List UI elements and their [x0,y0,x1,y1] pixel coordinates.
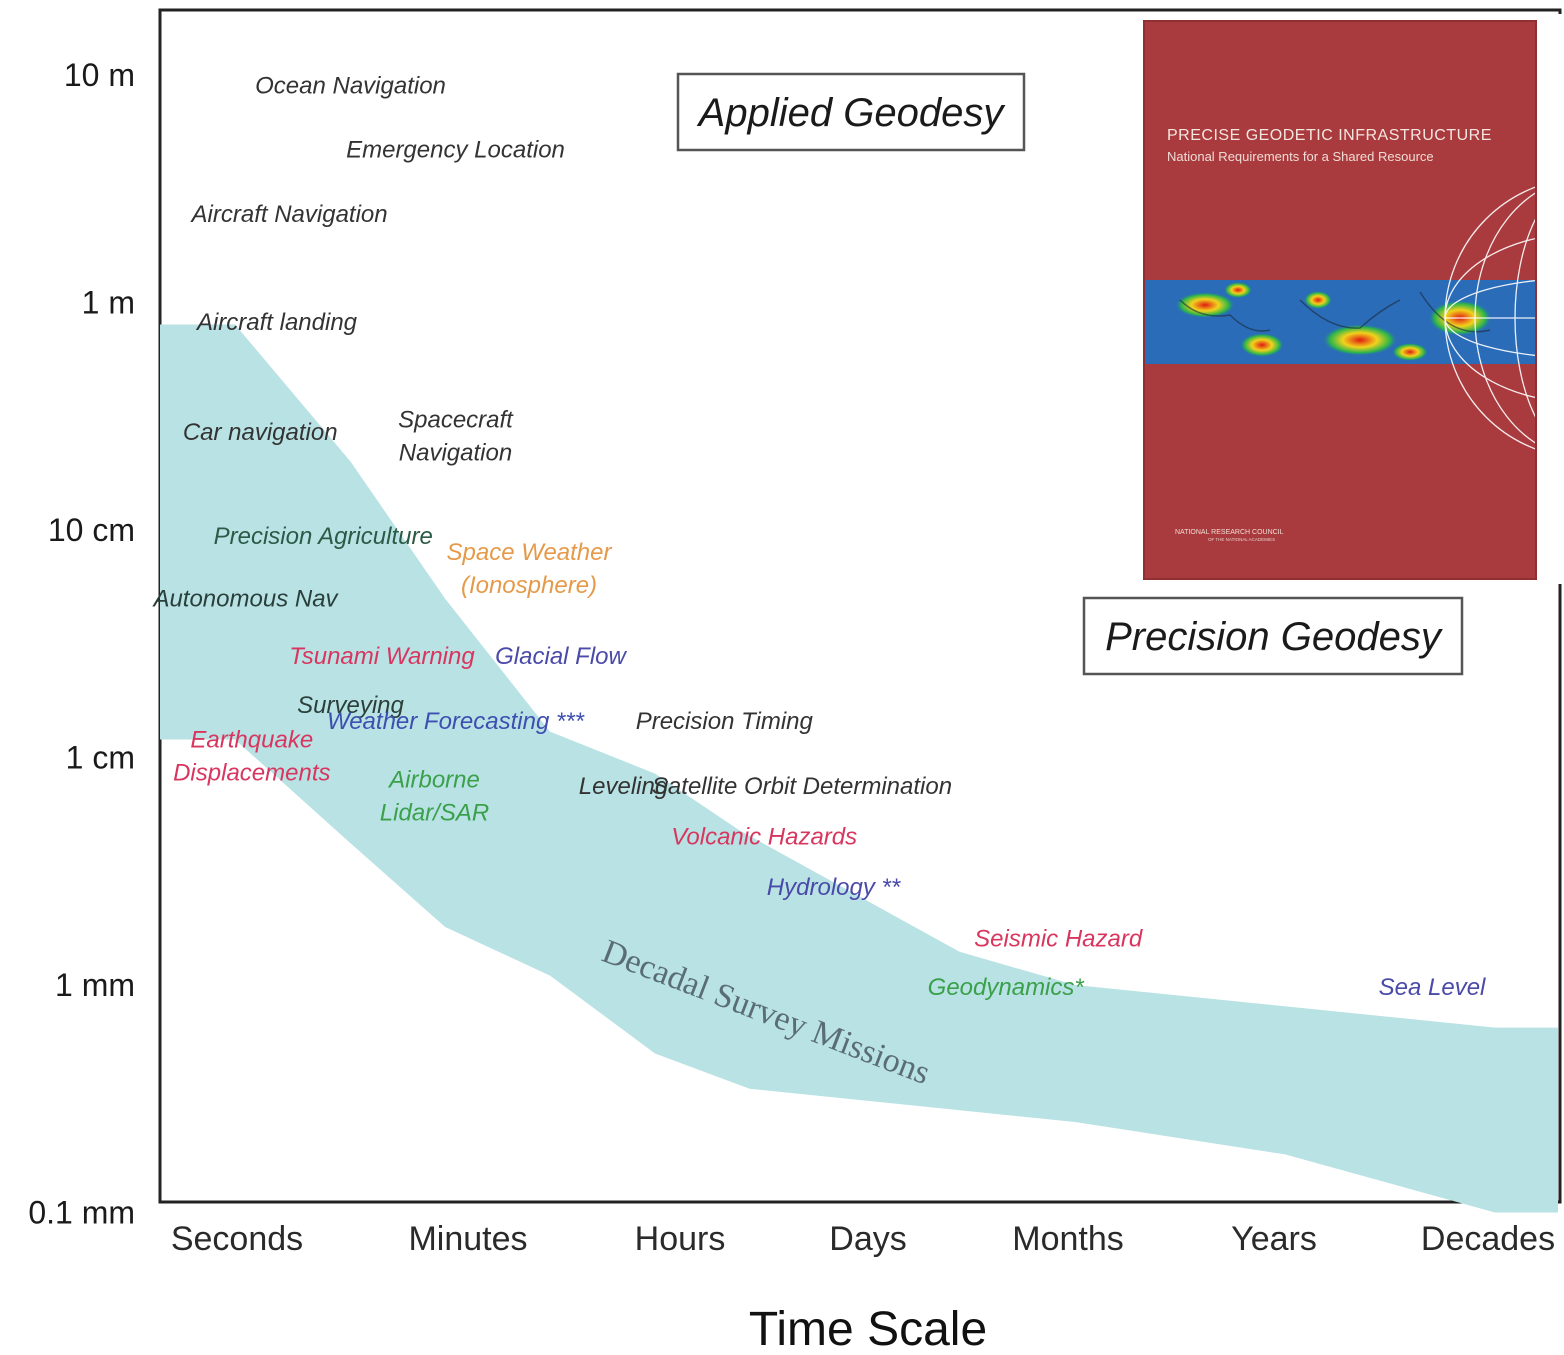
globe-graphic [1444,186,1535,450]
applied-geodesy-box: Applied Geodesy [676,72,1026,152]
application-label: Spacecraft Navigation [398,407,514,467]
application-label: Autonomous Nav [151,586,339,613]
precision-geodesy-box: Precision Geodesy [1082,596,1464,676]
cover-publisher: NATIONAL RESEARCH COUNCIL [1175,529,1284,536]
application-label: Seismic Hazard [974,926,1143,953]
x-tick-label: Years [1231,1220,1317,1258]
application-label: Precision Agriculture [214,523,433,550]
application-label: Earthquake Displacements [173,727,330,787]
y-axis-ticks: 10 m 1 m 10 cm 1 cm 1 mm 0.1 mm [28,57,135,1231]
application-labels: Ocean Navigation Emergency Location Aircra… [151,72,1486,1001]
cover-title: PRECISE GEODETIC INFRASTRUCTURE [1167,127,1492,144]
x-tick-label: Months [1012,1220,1124,1258]
application-label: Satellite Orbit Determination [652,773,952,800]
application-label: Airborne Lidar/SAR [380,767,489,827]
application-label: Aircraft landing [195,309,358,336]
application-label: Tsunami Warning [289,643,475,670]
y-tick-label: 0.1 mm [28,1195,135,1231]
x-tick-label: Seconds [171,1220,303,1258]
y-tick-label: 10 cm [48,512,135,548]
application-label: Surveying [297,692,404,719]
application-label: Glacial Flow [495,643,627,670]
cover-subtitle: National Requirements for a Shared Resou… [1167,149,1434,164]
application-label: Precision Timing [636,708,814,735]
application-label: Weather Forecasting *** [327,708,585,735]
y-tick-label: 10 m [64,57,135,93]
application-label: Volcanic Hazards [671,823,857,850]
x-tick-label: Minutes [408,1220,527,1258]
application-label: Aircraft Navigation [190,201,388,228]
x-axis-label: Time Scale [749,1303,987,1355]
y-tick-label: 1 cm [66,740,135,776]
application-label: Geodynamics* [928,974,1085,1001]
x-tick-label: Hours [635,1220,726,1258]
x-axis-ticks: Seconds Minutes Hours Days Months Years Decade… [171,1220,1555,1258]
report-cover-inset: PRECISE GEODETIC INFRASTRUCTURE National… [1120,14,1564,584]
application-label: Ocean Navigation [255,72,446,99]
application-label: Space Weather (Ionosphere) [447,539,613,599]
application-label: Car navigation [183,419,338,446]
application-label: Sea Level [1379,974,1486,1001]
x-tick-label: Days [829,1220,906,1258]
precision-geodesy-label: Precision Geodesy [1105,615,1444,659]
application-label: Hydrology ** [767,874,901,901]
y-tick-label: 1 m [82,285,135,321]
decadal-survey-band [160,324,1558,1213]
y-tick-label: 1 mm [55,967,135,1003]
x-tick-label: Decades [1421,1220,1555,1258]
cover-publisher-sub: OF THE NATIONAL ACADEMIES [1208,537,1275,542]
application-label: Emergency Location [346,137,565,164]
application-label: Leveling [579,773,669,800]
applied-geodesy-label: Applied Geodesy [697,91,1007,135]
